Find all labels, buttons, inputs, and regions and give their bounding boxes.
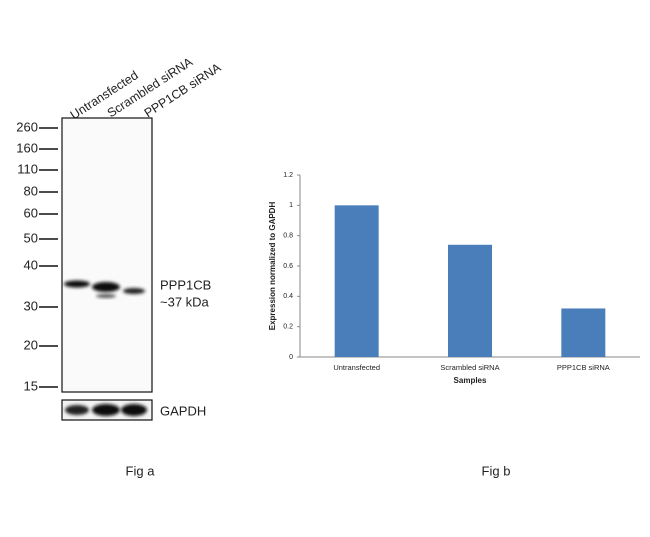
y-axis-label: Expression normalized to GAPDH xyxy=(268,202,277,331)
bar-chart: Expression normalized to GAPDH Samples F… xyxy=(268,172,640,478)
marker-label: 260 xyxy=(16,119,38,134)
marker-label: 60 xyxy=(24,205,38,220)
marker-label: 30 xyxy=(24,298,38,313)
marker-label: 110 xyxy=(17,161,38,176)
band xyxy=(65,405,89,415)
band-size: ~37 kDa xyxy=(160,294,210,309)
marker-label: 50 xyxy=(24,230,38,245)
x-tick-label: Untransfected xyxy=(333,363,380,372)
x-tick-label: Scrambled siRNA xyxy=(440,363,499,372)
marker-label: 20 xyxy=(24,337,38,352)
band xyxy=(96,294,116,298)
blot-frame xyxy=(61,117,153,393)
band xyxy=(92,404,120,416)
band xyxy=(123,288,145,294)
bar xyxy=(448,244,492,357)
y-tick-label: 0.6 xyxy=(283,263,293,270)
y-tick-label: 0.4 xyxy=(283,293,293,300)
y-tick-label: 1 xyxy=(289,202,293,209)
caption: Fig a xyxy=(126,463,156,478)
band-label: PPP1CB xyxy=(160,277,211,292)
western-blot: Untransfected Scrambled siRNA PPP1CB siR… xyxy=(16,54,224,478)
marker-label: 160 xyxy=(16,140,38,155)
y-tick-label: 0 xyxy=(289,354,293,361)
x-tick-label: PPP1CB siRNA xyxy=(557,363,610,372)
marker-label: 15 xyxy=(24,378,38,393)
y-tick-label: 1.2 xyxy=(283,172,293,179)
bar xyxy=(561,308,606,357)
band xyxy=(64,280,90,288)
marker-label: 80 xyxy=(24,183,38,198)
x-axis-label: Samples xyxy=(454,376,487,385)
band xyxy=(92,282,120,292)
marker-label: 40 xyxy=(24,257,38,272)
y-tick-label: 0.2 xyxy=(283,324,293,331)
band xyxy=(121,404,147,416)
caption: Fig b xyxy=(482,463,511,478)
loading-control-label: GAPDH xyxy=(160,403,206,418)
bar xyxy=(334,205,379,357)
y-tick-label: 0.8 xyxy=(283,233,293,240)
